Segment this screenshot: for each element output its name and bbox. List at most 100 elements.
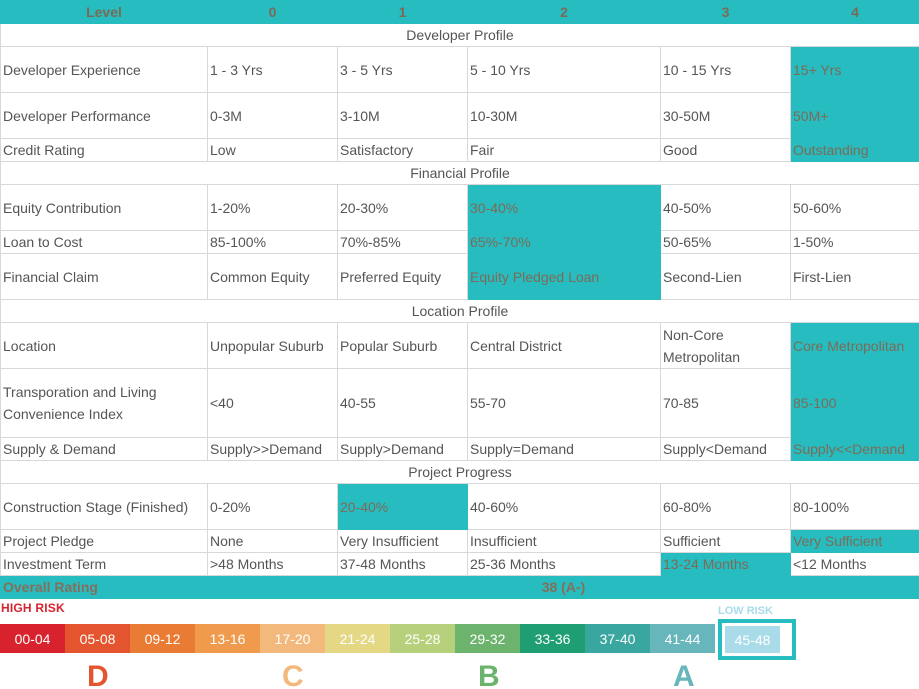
cell-level-2: 5 - 10 Yrs (467, 46, 661, 93)
low-risk-label: LOW RISK (718, 605, 773, 617)
table-row: Equity Contribution 1-20% 20-30% 30-40% … (0, 184, 919, 231)
cell-level-2: Central District (467, 322, 661, 369)
cell-level-4: 50-60% (790, 184, 919, 231)
cell-level-0: Common Equity (207, 253, 338, 300)
cell-level-4-selected: 15+ Yrs (790, 46, 919, 93)
section-project-progress: Project Progress (0, 460, 919, 484)
risk-scale-segment: 21-24 (325, 624, 390, 653)
grade-c: C (282, 660, 304, 689)
cell-level-4-selected: Core Metropolitan (790, 322, 919, 369)
cell-level-2: 55-70 (467, 368, 661, 438)
row-label: Location (0, 322, 208, 369)
table-row: Developer Experience 1 - 3 Yrs 3 - 5 Yrs… (0, 46, 919, 93)
cell-level-0: <40 (207, 368, 338, 438)
cell-level-3-selected: 13-24 Months (660, 552, 791, 576)
table-row: Project Pledge None Very Insufficient In… (0, 529, 919, 553)
table-row: Loan to Cost 85-100% 70%-85% 65%-70% 50-… (0, 230, 919, 254)
grade-b: B (478, 660, 500, 689)
cell-level-0: Supply>>Demand (207, 437, 338, 461)
row-label: Supply & Demand (0, 437, 208, 461)
risk-scale-segment: 05-08 (65, 624, 130, 653)
cell-level-4-selected: 85-100 (790, 368, 919, 438)
row-label: Developer Performance (0, 92, 208, 139)
level-3-header: 3 (660, 0, 791, 24)
cell-level-2-selected: Equity Pledged Loan (467, 253, 661, 300)
level-2-header: 2 (467, 0, 661, 24)
cell-level-4: 1-50% (790, 230, 919, 254)
risk-scale-segment: 41-44 (650, 624, 715, 653)
cell-level-4-selected: 50M+ (790, 92, 919, 139)
row-label: Project Pledge (0, 529, 208, 553)
risk-scale-segment: 33-36 (520, 624, 585, 653)
section-financial-profile: Financial Profile (0, 161, 919, 185)
cell-level-0: 85-100% (207, 230, 338, 254)
cell-level-1: 3-10M (337, 92, 468, 139)
cell-level-4: First-Lien (790, 253, 919, 300)
risk-scale-segment: 37-40 (585, 624, 650, 653)
cell-level-1: Preferred Equity (337, 253, 468, 300)
overall-rating-label: Overall Rating (0, 575, 208, 599)
cell-level-0: 1 - 3 Yrs (207, 46, 338, 93)
risk-scale-segment: 00-04 (0, 624, 65, 653)
cell-level-2: 10-30M (467, 92, 661, 139)
cell-level-2: Fair (467, 138, 661, 162)
cell-level-2: Supply=Demand (467, 437, 661, 461)
selected-score-segment: 45-48 (725, 626, 780, 653)
selected-score-box: 45-48 (718, 619, 796, 660)
level-4-header: 4 (790, 0, 919, 24)
section-location-profile: Location Profile (0, 299, 919, 323)
overall-rating-score: 38 (A-) (207, 575, 919, 599)
row-label: Investment Term (0, 552, 208, 576)
cell-level-2: 40-60% (467, 483, 661, 530)
table-row: Credit Rating Low Satisfactory Fair Good… (0, 138, 919, 162)
risk-scale-segment: 13-16 (195, 624, 260, 653)
cell-level-1-selected: 20-40% (337, 483, 468, 530)
table-row: Location Unpopular Suburb Popular Suburb… (0, 322, 919, 369)
row-label: Loan to Cost (0, 230, 208, 254)
risk-scale-segment: 25-28 (390, 624, 455, 653)
cell-level-3: 70-85 (660, 368, 791, 438)
table-row: Construction Stage (Finished) 0-20% 20-4… (0, 483, 919, 530)
cell-level-2: 25-36 Months (467, 552, 661, 576)
table-row: Transporation and Living Convenience Ind… (0, 368, 919, 438)
cell-level-0: 1-20% (207, 184, 338, 231)
cell-level-3: 40-50% (660, 184, 791, 231)
overall-rating-row: Overall Rating 38 (A-) (0, 575, 919, 599)
cell-level-0: 0-3M (207, 92, 338, 139)
cell-level-4: 80-100% (790, 483, 919, 530)
table-row: Supply & Demand Supply>>Demand Supply>De… (0, 437, 919, 461)
table-row: Investment Term >48 Months 37-48 Months … (0, 552, 919, 576)
cell-level-3: Second-Lien (660, 253, 791, 300)
risk-scale-segment: 29-32 (455, 624, 520, 653)
row-label: Credit Rating (0, 138, 208, 162)
cell-level-3: Good (660, 138, 791, 162)
grade-a: A (673, 660, 695, 689)
cell-level-1: Satisfactory (337, 138, 468, 162)
cell-level-3: 50-65% (660, 230, 791, 254)
cell-level-2-selected: 65%-70% (467, 230, 661, 254)
row-label: Transporation and Living Convenience Ind… (0, 368, 208, 438)
cell-level-0: >48 Months (207, 552, 338, 576)
level-header-label: Level (0, 0, 208, 24)
section-developer-profile: Developer Profile (0, 23, 919, 47)
cell-level-3: Non-Core Metropolitan (660, 322, 791, 369)
row-label: Financial Claim (0, 253, 208, 300)
cell-level-1: Very Insufficient (337, 529, 468, 553)
cell-level-1: Supply>Demand (337, 437, 468, 461)
cell-level-2: Insufficient (467, 529, 661, 553)
cell-level-0: Unpopular Suburb (207, 322, 338, 369)
cell-level-3: 60-80% (660, 483, 791, 530)
cell-level-4-selected: Very Sufficient (790, 529, 919, 553)
cell-level-2-selected: 30-40% (467, 184, 661, 231)
cell-level-3: Sufficient (660, 529, 791, 553)
row-label: Equity Contribution (0, 184, 208, 231)
cell-level-0: None (207, 529, 338, 553)
cell-level-0: Low (207, 138, 338, 162)
risk-scale-segment: 17-20 (260, 624, 325, 653)
cell-level-3: Supply<Demand (660, 437, 791, 461)
grade-d: D (87, 660, 109, 689)
cell-level-1: 3 - 5 Yrs (337, 46, 468, 93)
cell-level-1: 70%-85% (337, 230, 468, 254)
level-1-header: 1 (337, 0, 468, 24)
risk-scale-segment: 09-12 (130, 624, 195, 653)
